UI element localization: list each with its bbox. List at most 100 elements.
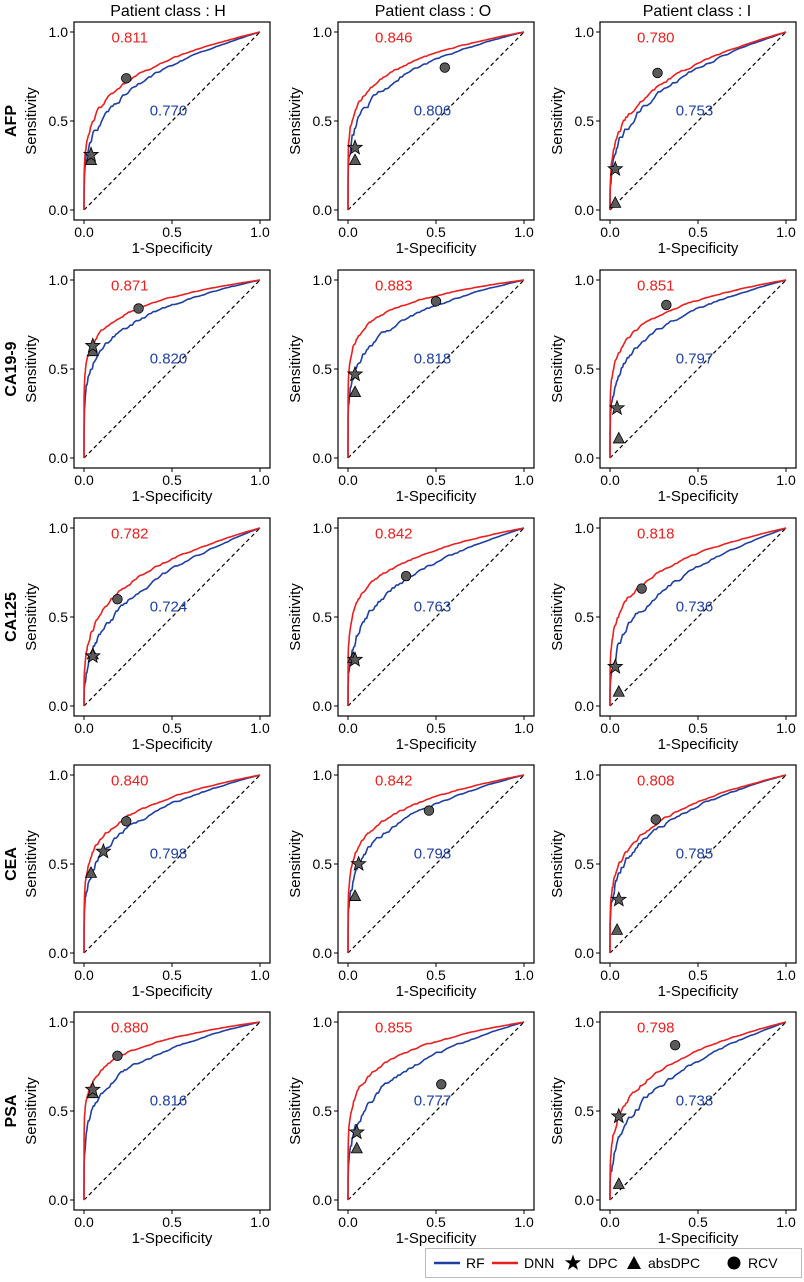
rf-auc-label: 0.777: [414, 1093, 452, 1110]
triangle-icon: [627, 1256, 641, 1269]
rf-roc-line: [609, 279, 787, 459]
x-tick-label: 0.5: [426, 967, 446, 983]
plot-frame: [337, 21, 535, 221]
rf-roc-line: [347, 527, 525, 707]
x-axis-label: 1-Specificity: [132, 1230, 213, 1247]
y-tick-label: 0.5: [575, 113, 595, 129]
y-tick-label: 1.0: [313, 520, 333, 536]
legend-label-rcv: RCV: [748, 1255, 778, 1271]
absdpc-point: [348, 889, 362, 901]
roc-panel-cea-o: 0.0 0.0 0.5 0.5 1.0 1.0 1-Specificity Sensitivi…: [287, 764, 535, 1000]
roc-panel-ca19-9-i: 0.0 0.0 0.5 0.5 1.0 1.0 1-Specificity Sensitivi…: [549, 269, 797, 505]
x-tick-label: 1.0: [776, 472, 796, 488]
row-label-ca19-9: CA19-9: [3, 341, 20, 396]
y-tick-label: 0.0: [49, 698, 69, 714]
x-tick-label: 0.5: [162, 1214, 182, 1230]
x-tick-label: 0.5: [688, 1214, 708, 1230]
star-icon: [564, 1254, 582, 1270]
y-tick-label: 0.0: [313, 450, 333, 466]
dnn-auc-label: 0.818: [637, 526, 675, 543]
dpc-point: [84, 647, 101, 664]
x-tick-label: 0.5: [426, 224, 446, 240]
rf-auc-label: 0.736: [676, 599, 714, 616]
x-axis-label: 1-Specificity: [396, 983, 477, 1000]
x-tick-label: 1.0: [514, 224, 534, 240]
y-tick-label: 0.0: [575, 202, 595, 218]
y-tick-label: 0.5: [49, 609, 69, 625]
y-tick-label: 0.0: [49, 945, 69, 961]
y-axis-label: Sensitivity: [287, 1077, 304, 1145]
absdpc-point: [612, 1177, 625, 1189]
legend-item-absdpc: absDPC: [626, 1249, 700, 1277]
roc-panel-cea-i: 0.0 0.0 0.5 0.5 1.0 1.0 1-Specificity Sensitivi…: [549, 764, 797, 1000]
roc-panel-afp-h: 0.0 0.0 0.5 0.5 1.0 1.0 1-Specificity Sensitivi…: [23, 21, 271, 257]
y-tick-label: 1.0: [313, 272, 333, 288]
legend-label-dnn: DNN: [524, 1255, 555, 1271]
y-tick-label: 0.0: [49, 202, 69, 218]
absdpc-point: [84, 866, 98, 878]
roc-panel-ca125-h: 0.0 0.0 0.5 0.5 1.0 1.0 1-Specificity Sensitivi…: [23, 517, 271, 753]
dnn-roc-line: [609, 279, 787, 459]
roc-panel-ca125-i: 0.0 0.0 0.5 0.5 1.0 1.0 1-Specificity Sensitivi…: [549, 517, 797, 753]
dnn-line-icon: [492, 1261, 518, 1265]
dnn-auc-label: 0.842: [375, 773, 413, 790]
x-tick-label: 1.0: [776, 224, 796, 240]
x-tick-label: 0.5: [162, 720, 182, 736]
y-tick-label: 0.5: [49, 113, 69, 129]
y-tick-label: 0.5: [49, 1103, 69, 1119]
y-tick-label: 0.5: [313, 856, 333, 872]
dpc-point: [82, 146, 100, 162]
x-tick-label: 1.0: [250, 224, 270, 240]
dnn-auc-label: 0.883: [375, 278, 413, 295]
rcv-point: [423, 805, 435, 816]
y-tick-label: 1.0: [49, 272, 69, 288]
rf-roc-line: [347, 279, 525, 459]
dnn-auc-label: 0.871: [111, 278, 149, 295]
dpc-point: [606, 658, 624, 674]
y-tick-label: 0.0: [313, 202, 333, 218]
rf-line-icon: [434, 1261, 460, 1265]
plot-frame: [73, 517, 271, 717]
x-tick-label: 1.0: [250, 472, 270, 488]
y-axis-label: Sensitivity: [549, 830, 566, 898]
dpc-point: [346, 365, 364, 382]
y-axis-label: Sensitivity: [23, 1077, 40, 1145]
x-tick-label: 1.0: [776, 967, 796, 983]
rcv-point: [121, 73, 132, 84]
y-tick-label: 0.5: [575, 361, 595, 377]
dnn-roc-line: [83, 527, 261, 707]
y-axis-label: Sensitivity: [549, 87, 566, 155]
y-tick-label: 0.5: [575, 1103, 595, 1119]
y-tick-label: 1.0: [575, 1014, 595, 1030]
row-label-ca125: CA125: [3, 592, 20, 642]
legend-label-rf: RF: [466, 1255, 485, 1271]
rf-auc-label: 0.738: [676, 1093, 714, 1110]
plot-frame: [73, 1011, 271, 1211]
x-axis-label: 1-Specificity: [396, 736, 477, 753]
x-tick-label: 0.5: [426, 720, 446, 736]
x-axis-label: 1-Specificity: [132, 488, 213, 505]
x-tick-label: 1.0: [514, 720, 534, 736]
dnn-roc-line: [609, 31, 787, 211]
dpc-point: [84, 1080, 101, 1097]
x-tick-label: 0.0: [338, 967, 358, 983]
rcv-point: [652, 67, 663, 79]
y-tick-label: 1.0: [49, 767, 69, 783]
dnn-auc-label: 0.855: [375, 1020, 413, 1037]
plot-frame: [599, 1011, 797, 1211]
y-tick-label: 0.5: [313, 361, 333, 377]
rcv-point: [669, 1039, 681, 1051]
x-tick-label: 0.5: [688, 720, 708, 736]
dnn-auc-label: 0.780: [637, 30, 675, 47]
roc-panel-psa-h: 0.0 0.0 0.5 0.5 1.0 1.0 1-Specificity Sensitivi…: [23, 1011, 271, 1247]
dnn-auc-label: 0.782: [111, 526, 149, 543]
x-tick-label: 0.0: [338, 472, 358, 488]
rf-auc-label: 0.770: [150, 103, 188, 120]
plot-frame: [599, 517, 797, 717]
dnn-roc-line: [83, 31, 261, 211]
rf-roc-line: [347, 31, 525, 211]
x-tick-label: 0.5: [688, 967, 708, 983]
dpc-point: [348, 1123, 365, 1140]
dnn-auc-label: 0.840: [111, 773, 149, 790]
x-tick-label: 0.0: [74, 1214, 94, 1230]
